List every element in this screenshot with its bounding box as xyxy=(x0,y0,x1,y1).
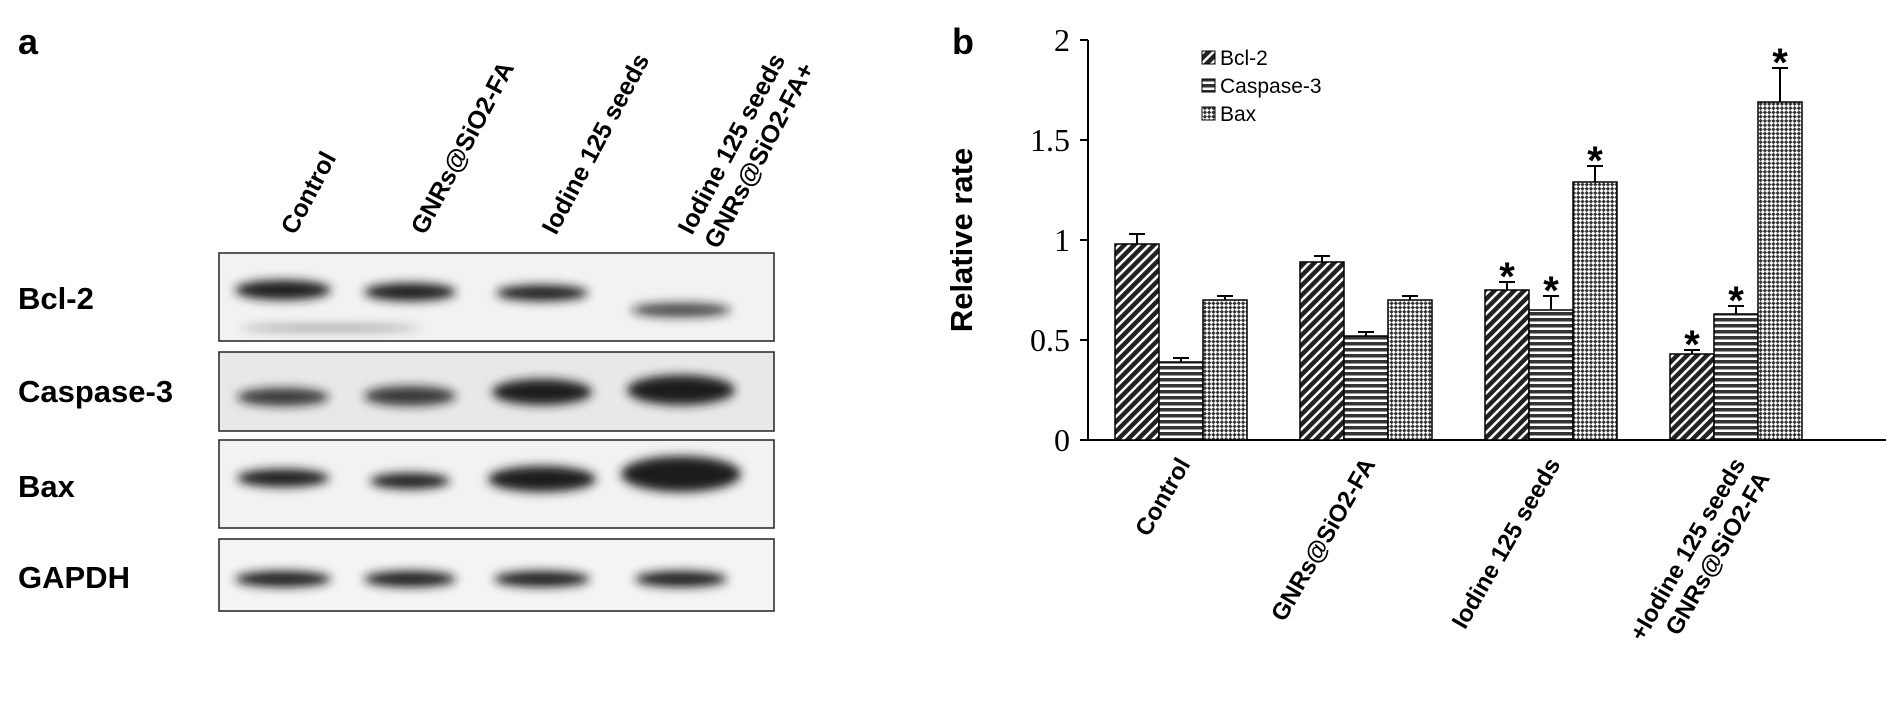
bar xyxy=(1757,101,1803,441)
significance-mark: * xyxy=(1684,323,1700,367)
error-bar xyxy=(1314,255,1330,262)
bar xyxy=(1114,243,1160,441)
bar xyxy=(1669,353,1715,441)
legend-swatch xyxy=(1201,50,1216,65)
row-label: Caspase-3 xyxy=(18,374,173,409)
y-tick-label: 1 xyxy=(1054,222,1070,258)
legend-label: Caspase-3 xyxy=(1220,75,1322,98)
error-bar xyxy=(1772,67,1788,102)
significance-mark: * xyxy=(1543,269,1559,313)
error-bar xyxy=(1543,295,1559,310)
error-bar xyxy=(1217,295,1233,300)
blot xyxy=(218,252,775,612)
bar xyxy=(1299,261,1345,441)
row-label: Bcl-2 xyxy=(18,281,94,316)
y-tick-label: 0 xyxy=(1054,422,1070,458)
bar xyxy=(1713,313,1759,441)
significance-mark: * xyxy=(1499,255,1515,299)
panel-label: b xyxy=(952,21,974,62)
row-label: GAPDH xyxy=(18,560,130,595)
lane-label: GNRs@SiO2-FA xyxy=(406,57,520,239)
bar xyxy=(1343,335,1389,441)
y-tick-label: 0.5 xyxy=(1030,322,1070,358)
lane-label: Control xyxy=(276,147,342,239)
error-bar xyxy=(1684,349,1700,354)
bar xyxy=(1158,361,1204,441)
significance-mark: * xyxy=(1772,41,1788,85)
x-tick-label: GNRs@SiO2-FA xyxy=(1266,454,1381,626)
significance-mark: * xyxy=(1587,139,1603,183)
error-bar xyxy=(1499,281,1515,290)
legend-label: Bcl-2 xyxy=(1220,47,1268,70)
legend-swatch xyxy=(1201,78,1216,93)
y-tick-label: 1.5 xyxy=(1030,122,1070,158)
y-tick-label: 2 xyxy=(1054,22,1070,58)
legend-label: Bax xyxy=(1220,103,1257,126)
x-tick-label: Control xyxy=(1130,454,1196,541)
bar xyxy=(1528,309,1574,441)
bar xyxy=(1202,299,1248,441)
error-bar xyxy=(1402,295,1418,300)
x-tick-label: Iodine 125 seeds xyxy=(1447,454,1566,634)
error-bar xyxy=(1587,165,1603,182)
row-label: Bax xyxy=(18,469,76,504)
y-axis-label: Relative rate xyxy=(944,148,979,332)
panel-label: a xyxy=(18,21,39,62)
legend-swatch xyxy=(1201,106,1216,121)
bar xyxy=(1387,299,1433,441)
bar xyxy=(1572,181,1618,441)
significance-mark: * xyxy=(1728,279,1744,323)
bar xyxy=(1484,289,1530,441)
error-bar xyxy=(1728,305,1744,314)
error-bar xyxy=(1173,357,1189,362)
error-bar xyxy=(1358,331,1374,336)
lane-label: Iodine 125 seeds xyxy=(537,49,656,239)
error-bar xyxy=(1129,233,1145,244)
